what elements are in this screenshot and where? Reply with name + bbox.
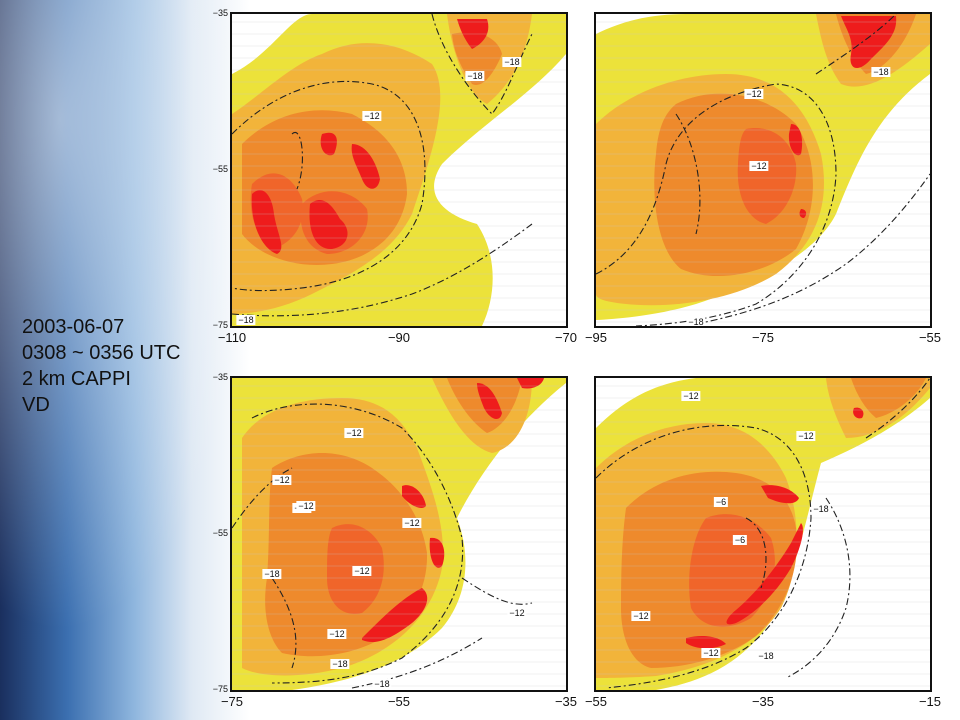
contour-line	[271, 577, 297, 669]
x-tick-label: −55	[584, 694, 608, 709]
y-tick-label: −55	[212, 528, 228, 538]
x-tick-label: −15	[918, 694, 942, 709]
contour-label: −12	[352, 566, 372, 576]
contour-line	[675, 113, 701, 235]
contour-label: −18	[502, 57, 522, 67]
contour-line	[251, 403, 464, 684]
contour-label: −12	[744, 89, 764, 99]
contour-line	[461, 577, 533, 605]
dark-orange-region	[737, 128, 797, 224]
caption-block: 2003-06-07 0308 ~ 0356 UTC 2 km CAPPI VD	[22, 314, 180, 418]
red-region	[402, 485, 426, 508]
y-tick-label: −75	[212, 684, 228, 694]
caption-date: 2003-06-07	[22, 316, 125, 338]
red-region	[351, 144, 380, 189]
contour-label: −6	[713, 497, 729, 507]
contour-line	[815, 14, 897, 75]
field-plot	[596, 378, 930, 690]
contour-line	[232, 80, 426, 292]
caption-time: 0308 ~ 0356 UTC	[22, 342, 181, 364]
contour-label: −18	[236, 315, 256, 325]
contour-label: −12	[402, 518, 422, 528]
field-plot	[232, 14, 566, 326]
red-region	[799, 209, 807, 218]
red-region	[309, 199, 348, 250]
contour-label: −12	[701, 648, 721, 658]
y-tick-label: −75	[212, 320, 228, 330]
x-tick-label: −110	[217, 330, 247, 345]
panel-bottom-left: −12−12−12−12−12−12−18−12−12−18−18	[230, 376, 568, 692]
x-tick-label: −55	[918, 330, 942, 345]
contour-label: −18	[811, 504, 831, 514]
contour-label: −12	[749, 161, 769, 171]
panel-top-left: −18 −18 −12 −18	[230, 12, 568, 328]
contour-line	[785, 497, 851, 679]
contour-label: −12	[681, 391, 701, 401]
orange-region	[452, 32, 502, 85]
contour-label: −12	[362, 111, 382, 121]
x-tick-label: −55	[387, 694, 411, 709]
contour-label: −12	[631, 611, 651, 621]
x-tick-label: −95	[584, 330, 608, 345]
caption-product: 2 km CAPPI	[22, 368, 131, 390]
red-region	[320, 132, 337, 156]
contour-line	[865, 378, 930, 439]
y-tick-label: −55	[212, 164, 228, 174]
contour-label: −12	[296, 501, 316, 511]
red-region	[429, 537, 445, 568]
x-tick-label: −70	[554, 330, 578, 345]
contour-line	[351, 637, 483, 689]
contour-label: −18	[262, 569, 282, 579]
contour-label: −18	[686, 317, 706, 327]
contour-label: −18	[756, 651, 776, 661]
contour-label: −18	[372, 679, 392, 689]
contour-label: −18	[330, 659, 350, 669]
contour-line	[291, 131, 303, 190]
contour-label: −12	[327, 629, 347, 639]
red-region	[788, 124, 803, 156]
x-tick-label: −90	[387, 330, 411, 345]
x-tick-label: −35	[554, 694, 578, 709]
contour-line	[695, 173, 930, 325]
contour-line	[745, 517, 767, 589]
field-plot	[232, 378, 566, 690]
y-tick-label: −35	[212, 8, 228, 18]
x-tick-label: −75	[220, 694, 244, 709]
contour-label: −12	[507, 608, 527, 618]
contour-line	[232, 223, 533, 317]
contour-label: −12	[344, 428, 364, 438]
red-region	[853, 407, 864, 419]
red-region	[841, 16, 897, 69]
contour-label: −18	[871, 67, 891, 77]
red-region	[686, 635, 726, 649]
y-tick-label: −35	[212, 372, 228, 382]
x-tick-label: −75	[751, 330, 775, 345]
contour-label: −12	[272, 475, 292, 485]
contour-line	[596, 424, 812, 689]
red-region	[362, 588, 428, 643]
panel-bottom-right: −12 −12 −6 −6 −18 −12 −12 −18	[594, 376, 932, 692]
contour-label: −18	[465, 71, 485, 81]
contour-label: −12	[796, 431, 816, 441]
contour-label: −6	[732, 535, 748, 545]
panel-top-right: −18 −12 −12 −18	[594, 12, 932, 328]
contour-line	[596, 83, 837, 326]
x-tick-label: −35	[751, 694, 775, 709]
contour-line	[232, 467, 293, 529]
caption-field: VD	[22, 394, 50, 416]
